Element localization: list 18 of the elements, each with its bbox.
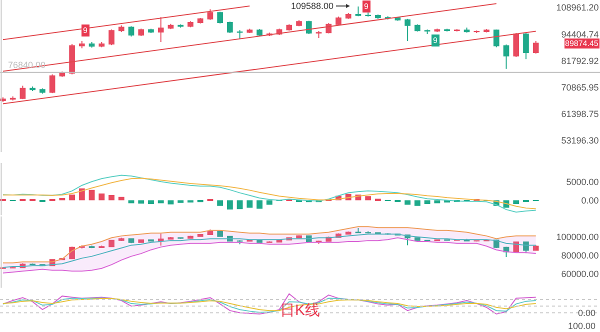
- y-tick-label: 53196.30: [561, 136, 599, 146]
- text: 89874.45: [565, 39, 599, 48]
- y-tick-label: 0.00: [581, 195, 599, 206]
- y-tick-label: 94404.74: [561, 29, 599, 40]
- annotation: 109588.00: [291, 1, 334, 11]
- ref-line-label: 76840.00: [8, 60, 46, 70]
- y-tick-label: 80000.00: [561, 250, 599, 261]
- y-tick-label: 5000.00: [566, 176, 599, 187]
- y-tick-label: 61398.75: [561, 109, 599, 120]
- y-tick-label: 60000.00: [561, 269, 599, 280]
- text: 100.00: [568, 321, 596, 331]
- annotation: 9: [364, 2, 369, 11]
- y-tick-label: 108961.20: [556, 2, 599, 13]
- annotation: 9: [83, 26, 88, 35]
- annotation: 9: [433, 36, 438, 45]
- y-tick-label: 70865.95: [561, 82, 599, 93]
- y-tick-label: 81792.92: [561, 56, 599, 66]
- y-tick-label: 100000.00: [556, 232, 599, 242]
